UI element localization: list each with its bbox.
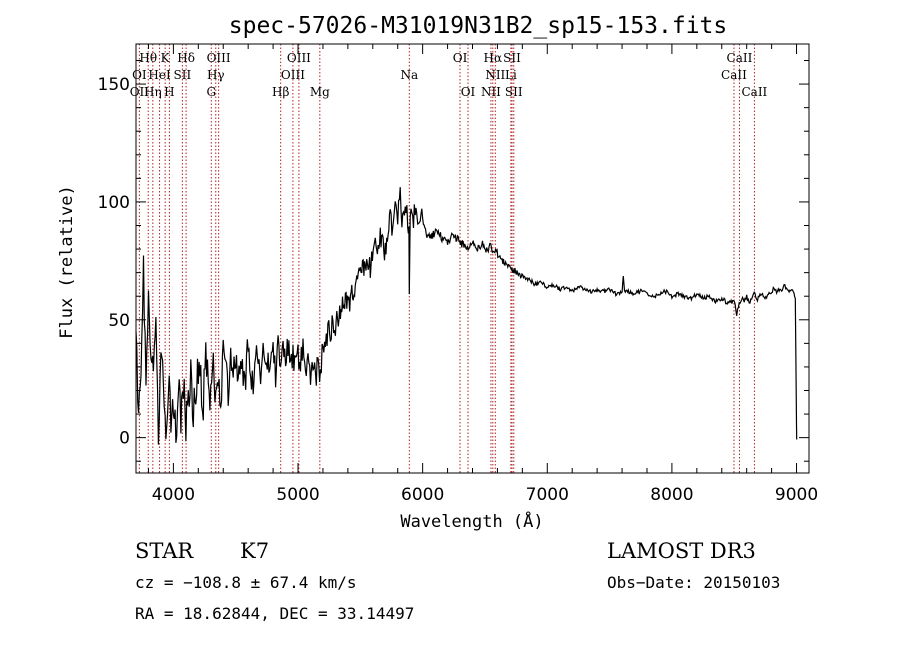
spectral-line-label: CaII bbox=[721, 68, 747, 82]
y-tick-label: 50 bbox=[108, 311, 130, 331]
spectral-line-label: NII bbox=[481, 85, 501, 99]
y-tick-label: 150 bbox=[98, 75, 130, 95]
y-tick-label: 100 bbox=[98, 193, 130, 213]
spectral-line-label: Hα bbox=[484, 51, 503, 65]
x-tick-label: 6000 bbox=[401, 485, 444, 505]
spectral-line-label: SII bbox=[174, 68, 192, 82]
spectral-line-label: H bbox=[164, 85, 174, 99]
x-axis-label: Wavelength (Å) bbox=[400, 510, 543, 532]
spectral-line-label: SII bbox=[503, 51, 521, 65]
spectral-line-label: Na bbox=[400, 68, 418, 82]
spectral-line-label: Mg bbox=[310, 85, 330, 99]
spectral-line-label: Hθ bbox=[139, 51, 157, 65]
chart-title: spec-57026-M31019N31B2_sp15-153.fits bbox=[229, 13, 728, 39]
y-axis-label: Flux (relative) bbox=[57, 185, 77, 339]
y-tick-label: 0 bbox=[119, 429, 130, 449]
observation-date: Obs−Date: 20150103 bbox=[607, 573, 780, 592]
spectral-line-label: SII bbox=[505, 85, 523, 99]
object-subclass: K7 bbox=[240, 539, 269, 563]
object-class: STAR bbox=[135, 539, 194, 563]
spectral-line-label: HeI bbox=[148, 68, 171, 82]
spectral-line-label: NII bbox=[485, 68, 505, 82]
x-tick-label: 4000 bbox=[152, 485, 195, 505]
spectral-line-label: OII bbox=[130, 85, 150, 99]
spectral-line-label: CaII bbox=[741, 85, 767, 99]
ra-dec-coordinates: RA = 18.62844, DEC = 33.14497 bbox=[135, 604, 414, 623]
spectral-line-label: G bbox=[206, 85, 216, 99]
flux-curve bbox=[135, 187, 798, 445]
x-tick-label: 7000 bbox=[526, 485, 569, 505]
x-tick-label: 9000 bbox=[775, 485, 818, 505]
spectral-line-label: K bbox=[161, 51, 171, 65]
spectral-line-label: OI bbox=[461, 85, 476, 99]
y-axis-ticks: 0 50 100 150 bbox=[98, 60, 809, 462]
x-tick-label: 5000 bbox=[276, 485, 319, 505]
spectral-line-label: Hγ bbox=[207, 68, 225, 82]
spectral-line-label: OIII bbox=[207, 51, 231, 65]
spectral-line-label: Hη bbox=[144, 85, 162, 99]
spectral-line-label: OIII bbox=[281, 68, 305, 82]
spectral-line-label: Hβ bbox=[272, 85, 289, 99]
spectral-line-label: OIII bbox=[287, 51, 311, 65]
x-axis-ticks: 4000 5000 6000 7000 8000 9000 bbox=[147, 44, 818, 505]
spectral-line-label: Li bbox=[505, 68, 517, 82]
spectral-line-label: CaII bbox=[727, 51, 753, 65]
x-tick-label: 8000 bbox=[650, 485, 693, 505]
plot-frame bbox=[135, 43, 810, 474]
survey-name: LAMOST DR3 bbox=[607, 539, 756, 563]
spectral-line-markers bbox=[138, 44, 755, 473]
redshift-cz: cz = −108.8 ± 67.4 km/s bbox=[135, 573, 357, 592]
spectral-line-label: Hδ bbox=[177, 51, 195, 65]
spectral-line-label: OI bbox=[453, 51, 468, 65]
spectral-line-label: OI bbox=[132, 68, 147, 82]
